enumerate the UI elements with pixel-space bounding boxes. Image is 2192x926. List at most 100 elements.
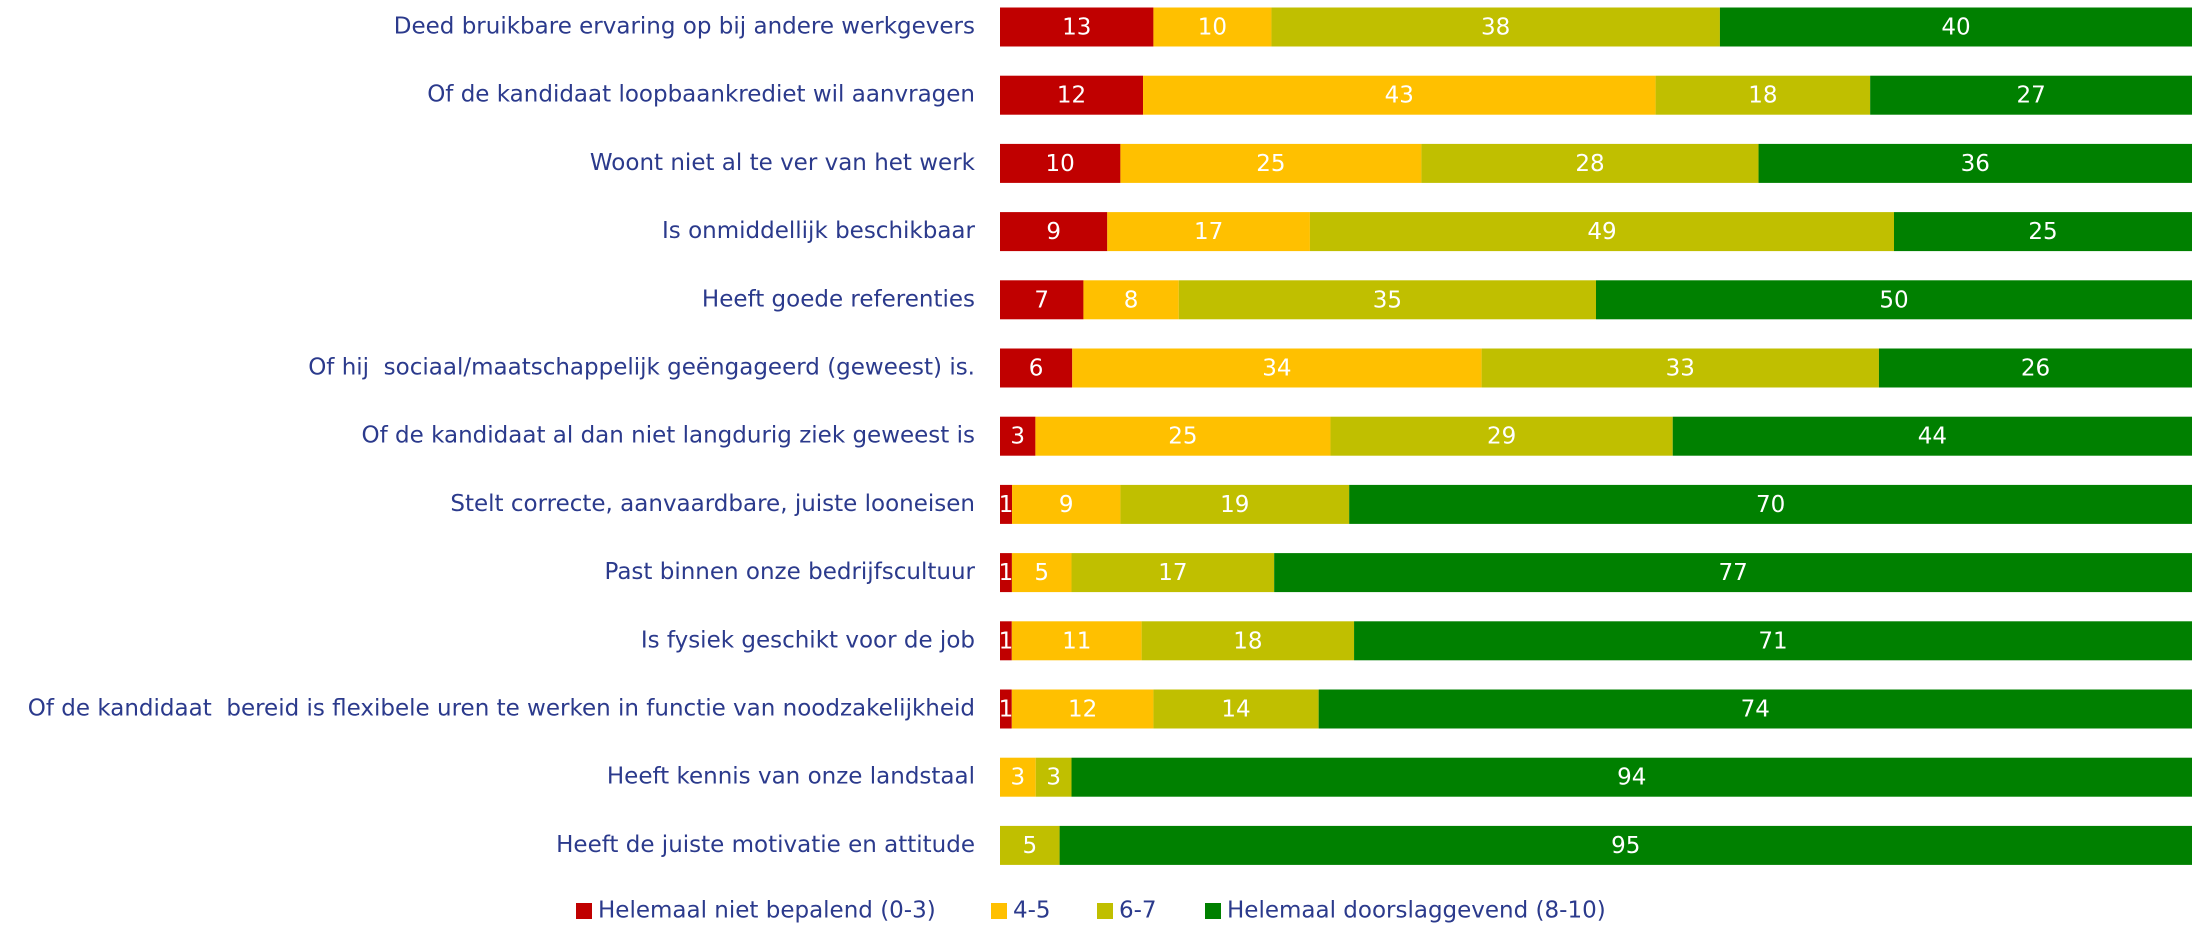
data-label: 17 (1158, 560, 1187, 586)
category-label: Heeft kennis van onze landstaal (607, 764, 975, 790)
data-label: 44 (1918, 424, 1947, 450)
data-label: 18 (1748, 83, 1777, 109)
bar-segment (1000, 212, 1108, 252)
bar-segment (1000, 75, 1144, 115)
category-label: Of hij sociaal/maatschappelijk geëngagee… (308, 355, 975, 381)
data-label: 95 (1611, 833, 1640, 859)
category-label: Stelt correcte, aanvaardbare, juiste loo… (450, 491, 975, 517)
data-label: 1 (999, 560, 1014, 586)
data-label: 1 (999, 628, 1014, 654)
bar-segment (1000, 689, 1012, 729)
category-label: Deed bruikbare ervaring op bij andere we… (394, 14, 975, 40)
legend-label: 4-5 (1013, 898, 1051, 924)
bar-segment (1354, 621, 2192, 661)
bar-segment (1011, 553, 1072, 593)
bar-segment (1330, 416, 1673, 456)
bar-segment (1071, 553, 1275, 593)
data-label: 38 (1481, 15, 1510, 41)
bar-segment (1083, 280, 1179, 320)
data-label: 19 (1220, 492, 1249, 518)
bar-segment (1000, 143, 1121, 183)
bar-segment (1000, 825, 1060, 865)
data-label: 25 (2028, 219, 2057, 245)
bar-segment (1153, 7, 1272, 47)
data-label: 43 (1385, 83, 1414, 109)
data-label: 74 (1741, 697, 1770, 723)
bar-segment (1120, 484, 1350, 524)
legend-swatch (991, 903, 1007, 919)
category-label: Of de kandidaat loopbaankrediet wil aanv… (427, 82, 975, 108)
bar-segment (1072, 348, 1482, 388)
legend-label: Helemaal doorslaggevend (8-10) (1227, 898, 1606, 924)
bar-segment (1000, 621, 1012, 661)
category-label: Heeft goede referenties (702, 286, 975, 312)
bar-segment (1000, 280, 1084, 320)
bar-segment (1309, 212, 1894, 252)
bar-segment (1141, 621, 1355, 661)
bar-segment (1349, 484, 2192, 524)
data-label: 12 (1068, 697, 1097, 723)
data-label: 49 (1587, 219, 1616, 245)
bar-segment (1107, 212, 1310, 252)
data-label: 25 (1256, 151, 1285, 177)
category-label: Is onmiddellijk beschikbaar (662, 218, 976, 244)
data-label: 11 (1062, 628, 1091, 654)
data-label: 28 (1575, 151, 1604, 177)
data-label: 40 (1941, 15, 1970, 41)
bar-segment (1000, 757, 1036, 797)
bar-segment (1000, 416, 1036, 456)
data-label: 3 (1011, 765, 1026, 791)
data-label: 70 (1756, 492, 1785, 518)
category-label: Of de kandidaat al dan niet langdurig zi… (362, 423, 975, 449)
data-label: 5 (1034, 560, 1049, 586)
bar-segment (1758, 143, 2192, 183)
data-label: 18 (1233, 628, 1262, 654)
category-label: Is fysiek geschikt voor de job (641, 627, 975, 653)
data-label: 10 (1046, 151, 1075, 177)
bar-segment (1143, 75, 1656, 115)
data-label: 1 (999, 697, 1014, 723)
legend-swatch (576, 903, 592, 919)
data-label: 1 (999, 492, 1014, 518)
data-label: 12 (1057, 83, 1086, 109)
bar-segment (1672, 416, 2192, 456)
data-label: 77 (1718, 560, 1747, 586)
bar-segment (1000, 553, 1012, 593)
data-label: 36 (1961, 151, 1990, 177)
data-label: 29 (1487, 424, 1516, 450)
bar-segment (1596, 280, 2192, 320)
data-label: 34 (1262, 356, 1291, 382)
bar-segment (1481, 348, 1879, 388)
data-label: 9 (1046, 219, 1061, 245)
data-label: 6 (1029, 356, 1044, 382)
bar-segment (1719, 7, 2192, 47)
data-label: 13 (1062, 15, 1091, 41)
category-label: Heeft de juiste motivatie en attitude (556, 832, 975, 858)
bar-segment (1120, 143, 1422, 183)
bar-segment (1655, 75, 1871, 115)
data-label: 27 (2016, 83, 2045, 109)
bar-segment (1153, 689, 1319, 729)
data-label: 3 (1010, 424, 1025, 450)
data-label: 7 (1034, 287, 1049, 313)
bar-segment (1421, 143, 1759, 183)
bar-segment (1071, 757, 2192, 797)
bar-segment (1274, 553, 2192, 593)
bar-segment (1035, 757, 1072, 797)
bar-segment (1878, 348, 2192, 388)
category-label: Woont niet al te ver van het werk (590, 150, 976, 176)
legend-label: Helemaal niet bepalend (0-3) (598, 898, 936, 924)
data-label: 8 (1124, 287, 1139, 313)
data-label: 3 (1046, 765, 1061, 791)
bar-segment (1870, 75, 2192, 115)
data-label: 9 (1059, 492, 1074, 518)
data-label: 35 (1373, 287, 1402, 313)
bar-segment (1059, 825, 2192, 865)
bar-segment (1178, 280, 1596, 320)
data-label: 14 (1221, 697, 1250, 723)
data-label: 94 (1617, 765, 1646, 791)
bar-segment (1011, 689, 1154, 729)
legend-swatch (1205, 903, 1221, 919)
data-label: 5 (1022, 833, 1037, 859)
bar-segment (1011, 621, 1142, 661)
